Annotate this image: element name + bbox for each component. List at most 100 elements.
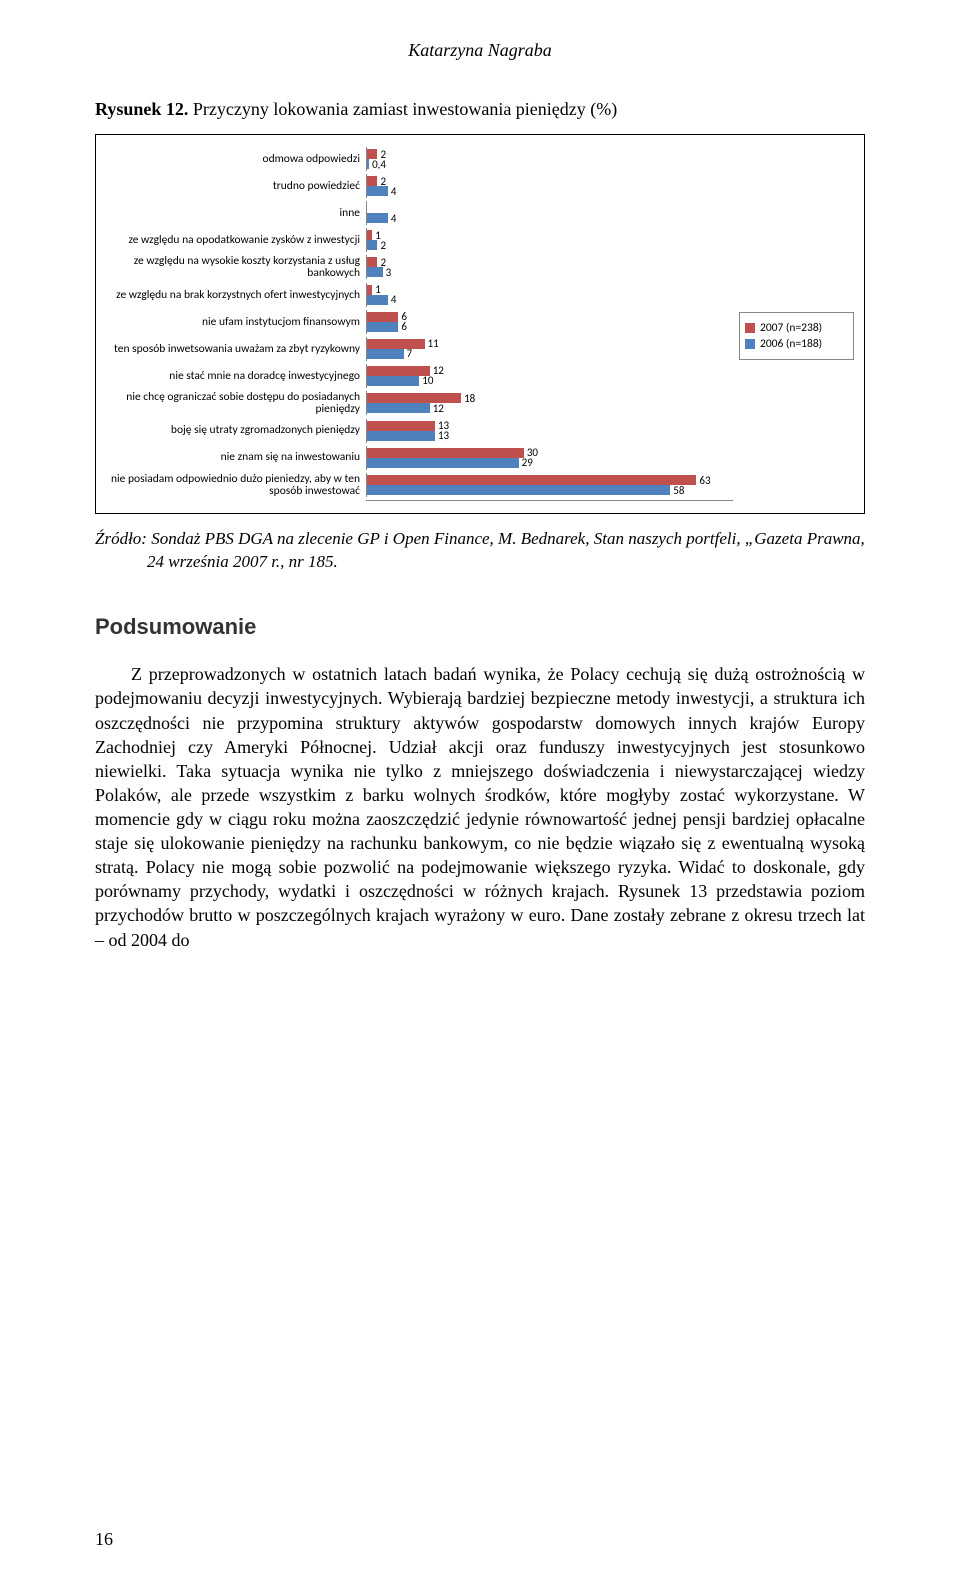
chart-row: nie ufam instytucjom finansowym66: [106, 310, 733, 334]
bar-2007: [367, 285, 372, 295]
bar-2007: [367, 176, 377, 186]
category-label: boję się utraty zgromadzonych pieniędzy: [106, 424, 366, 436]
chart-row: trudno powiedzieć24: [106, 174, 733, 198]
chart-container: odmowa odpowiedzi20,4trudno powiedzieć24…: [95, 134, 865, 514]
chart-row: nie posiadam odpowiednio dużo pieniedzy,…: [106, 473, 733, 498]
category-label: ze względu na opodatkowanie zysków z inw…: [106, 234, 366, 246]
bar-area: 1812: [366, 391, 733, 415]
bar-value-label: 18: [464, 393, 475, 404]
category-label: ze względu na brak korzystnych ofert inw…: [106, 289, 366, 301]
bar-value-label: 1: [375, 284, 381, 295]
bar-value-label: 2: [380, 176, 386, 187]
bar-value-label: 3: [386, 267, 392, 278]
category-label: odmowa odpowiedzi: [106, 153, 366, 165]
bar-area: 63 58: [366, 473, 733, 497]
chart-row: ze względu na brak korzystnych ofert inw…: [106, 283, 733, 307]
legend-item: 2006 (n=188): [745, 337, 848, 351]
chart-row: ten sposób inwetsowania uważam za zbyt r…: [106, 337, 733, 361]
chart-legend: 2007 (n=238) 2006 (n=188): [739, 312, 854, 360]
bar-value-label: 10: [422, 375, 433, 386]
category-label: nie chcę ograniczać sobie dostępu do pos…: [106, 391, 366, 416]
bar-area: 1210: [366, 364, 733, 388]
chart-row: inne 4: [106, 201, 733, 225]
category-label: nie posiadam odpowiednio dużo pieniedzy,…: [106, 473, 366, 498]
category-label: nie znam się na inwestowaniu: [106, 451, 366, 463]
legend-swatch: [745, 323, 755, 333]
bar-area: 11 7: [366, 337, 733, 361]
bar-value-label: 29: [522, 457, 533, 468]
chart-row: nie znam się na inwestowaniu3029: [106, 446, 733, 470]
chart-row: nie stać mnie na doradcę inwestycyjnego1…: [106, 364, 733, 388]
chart-row: boję się utraty zgromadzonych pieniędzy1…: [106, 419, 733, 443]
bar-value-label: 4: [391, 213, 397, 224]
bar-value-label: 13: [438, 430, 449, 441]
bar-area: 1313: [366, 419, 733, 443]
bar-2006: [367, 159, 369, 169]
bar-2007: [367, 339, 425, 349]
bar-value-label: 0,4: [372, 159, 386, 170]
bar-2007: [367, 366, 430, 376]
bar-value-label: 2: [380, 240, 386, 251]
bar-area: 24: [366, 174, 733, 198]
chart-row: ze względu na opodatkowanie zysków z inw…: [106, 228, 733, 252]
bar-2007: [367, 448, 524, 458]
bar-2006: [367, 376, 419, 386]
bar-area: 20,4: [366, 147, 733, 171]
bar-value-label: 58: [673, 485, 684, 496]
figure-source: Źródło: Sondaż PBS DGA na zlecenie GP i …: [95, 528, 865, 574]
bar-2006: [367, 403, 430, 413]
bar-2006: [367, 322, 398, 332]
bar-value-label: 4: [391, 186, 397, 197]
bar-2006: [367, 485, 670, 495]
category-label: nie stać mnie na doradcę inwestycyjnego: [106, 370, 366, 382]
bar-2006: [367, 240, 377, 250]
bar-area: 12: [366, 228, 733, 252]
bar-2007: [367, 257, 377, 267]
chart-row: ze względu na wysokie koszty korzystania…: [106, 255, 733, 280]
bar-2006: [367, 186, 388, 196]
bar-value-label: 12: [433, 403, 444, 414]
bar-2007: [367, 393, 461, 403]
page-header-author: Katarzyna Nagraba: [95, 40, 865, 61]
bar-2006: [367, 213, 388, 223]
bar-value-label: 4: [391, 294, 397, 305]
body-paragraph: Z przeprowadzonych w ostatnich latach ba…: [95, 662, 865, 951]
legend-label: 2007 (n=238): [760, 321, 822, 335]
chart-row: nie chcę ograniczać sobie dostępu do pos…: [106, 391, 733, 416]
figure-title: Rysunek 12. Przyczyny lokowania zamiast …: [95, 99, 865, 120]
figure-title-rest: Przyczyny lokowania zamiast inwestowania…: [188, 99, 617, 119]
bar-2006: [367, 295, 388, 305]
bar-value-label: 12: [433, 365, 444, 376]
bar-2006: [367, 349, 404, 359]
category-label: trudno powiedzieć: [106, 180, 366, 192]
figure-title-prefix: Rysunek 12.: [95, 99, 188, 119]
bar-area: 14: [366, 283, 733, 307]
legend-item: 2007 (n=238): [745, 321, 848, 335]
bar-value-label: 63: [699, 475, 710, 486]
category-label: inne: [106, 207, 366, 219]
bar-area: 4: [366, 201, 733, 225]
category-label: ten sposób inwetsowania uważam za zbyt r…: [106, 343, 366, 355]
category-label: nie ufam instytucjom finansowym: [106, 316, 366, 328]
bar-2007: [367, 421, 435, 431]
bar-value-label: 7: [407, 348, 413, 359]
section-heading: Podsumowanie: [95, 614, 865, 640]
bar-value-label: 6: [401, 321, 407, 332]
legend-swatch: [745, 339, 755, 349]
bar-value-label: 11: [428, 338, 439, 349]
page-number: 16: [95, 1529, 113, 1550]
bar-2007: [367, 312, 398, 322]
bar-area: 66: [366, 310, 733, 334]
bar-2007: [367, 230, 372, 240]
bar-2007: [367, 475, 696, 485]
bar-2006: [367, 458, 519, 468]
chart-plot-area: odmowa odpowiedzi20,4trudno powiedzieć24…: [106, 147, 733, 501]
bar-area: 3029: [366, 446, 733, 470]
bar-2006: [367, 267, 383, 277]
bar-area: 23: [366, 255, 733, 279]
legend-label: 2006 (n=188): [760, 337, 822, 351]
chart-row: odmowa odpowiedzi20,4: [106, 147, 733, 171]
bar-2006: [367, 431, 435, 441]
x-axis: [366, 500, 733, 501]
category-label: ze względu na wysokie koszty korzystania…: [106, 255, 366, 280]
